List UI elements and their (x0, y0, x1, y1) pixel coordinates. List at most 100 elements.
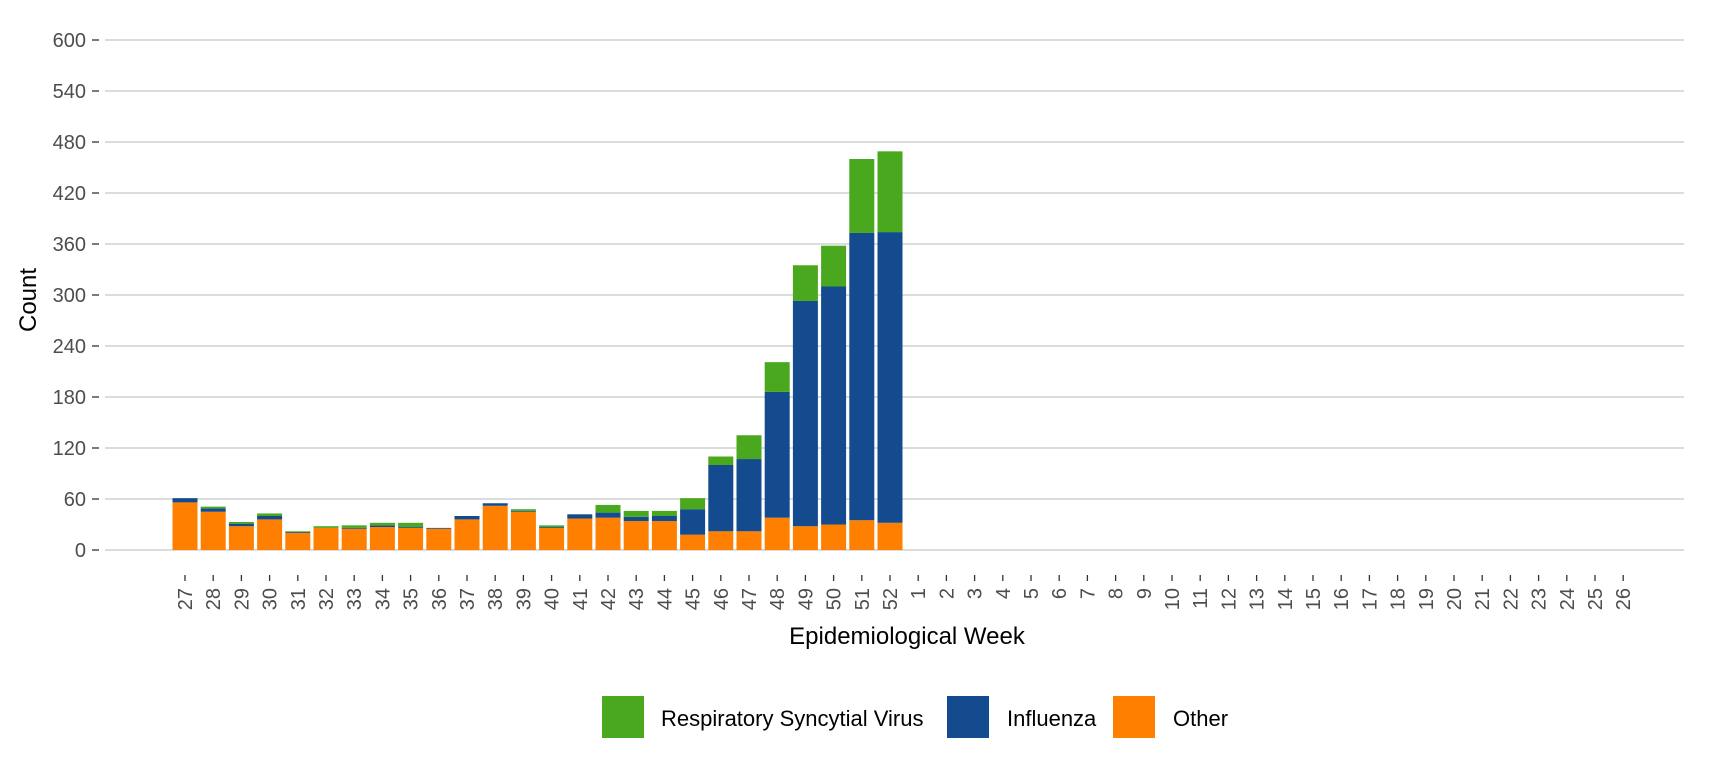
x-axis: 27 28 29 30 31 32 33 34 35 36 37 38 39 40 41 42 43 44 45 46… (175, 575, 1635, 610)
bar-respiratory-syncytial-virus-week-49 (792, 265, 818, 301)
bar-other-week-29 (228, 526, 254, 550)
x-tick-label: 22 (1500, 588, 1522, 610)
bar-respiratory-syncytial-virus-week-50 (821, 245, 847, 287)
y-tick-label: 540 (53, 81, 86, 103)
bar-other-week-35 (398, 527, 424, 550)
legend-label: Influenza (1007, 706, 1097, 731)
y-tick-label: 60 (64, 489, 86, 511)
x-tick-label: 38 (485, 588, 507, 610)
x-tick-label: 34 (372, 588, 394, 610)
bar-influenza-week-40 (539, 527, 565, 528)
bar-other-week-41 (567, 518, 593, 550)
x-tick-label: 33 (344, 588, 366, 610)
bar-other-week-39 (510, 511, 536, 550)
x-tick-label: 25 (1585, 588, 1607, 610)
bar-respiratory-syncytial-virus-week-47 (736, 435, 762, 460)
bar-influenza-week-52 (877, 232, 903, 523)
bar-influenza-week-38 (482, 503, 508, 506)
bar-respiratory-syncytial-virus-week-45 (680, 498, 706, 510)
bar-influenza-week-31 (285, 532, 311, 533)
x-tick-label: 12 (1218, 588, 1240, 610)
bar-other-week-49 (792, 526, 818, 550)
bar-other-week-31 (285, 533, 311, 550)
bar-other-week-30 (257, 519, 283, 550)
x-tick-label: 30 (260, 588, 282, 610)
y-axis-title: Count (15, 268, 42, 332)
y-tick-label: 300 (53, 285, 86, 307)
bar-other-week-50 (821, 524, 847, 550)
x-tick-label: 18 (1388, 588, 1410, 610)
x-tick-label: 46 (711, 588, 733, 610)
x-tick-label: 2 (936, 588, 958, 599)
x-tick-label: 52 (880, 588, 902, 610)
bar-influenza-week-36 (426, 527, 452, 529)
bar-other-week-40 (539, 527, 565, 550)
bar-other-week-37 (454, 519, 480, 550)
legend-swatch (602, 696, 644, 738)
bar-influenza-week-27 (172, 498, 198, 503)
bar-influenza-week-48 (764, 391, 790, 518)
legend-label: Respiratory Syncytial Virus (661, 706, 923, 731)
bar-influenza-week-28 (200, 508, 226, 512)
bar-other-week-46 (708, 531, 734, 550)
bar-respiratory-syncytial-virus-week-46 (708, 456, 734, 465)
y-tick-label: 240 (53, 336, 86, 358)
bar-other-week-48 (764, 517, 790, 550)
legend-swatch (947, 696, 989, 738)
bar-influenza-week-33 (341, 527, 367, 529)
x-tick-label: 11 (1190, 588, 1212, 609)
bar-other-week-52 (877, 522, 903, 550)
x-tick-label: 29 (231, 588, 253, 610)
bar-other-week-45 (680, 534, 706, 550)
y-tick-label: 360 (53, 234, 86, 256)
x-tick-label: 8 (1106, 588, 1128, 599)
x-tick-label: 24 (1557, 588, 1579, 610)
legend-swatch (1113, 696, 1155, 738)
y-tick-label: 420 (53, 183, 86, 205)
bar-influenza-week-46 (708, 465, 734, 532)
bar-other-week-34 (369, 527, 395, 550)
legend-label: Other (1173, 706, 1228, 731)
bar-respiratory-syncytial-virus-week-35 (398, 522, 424, 528)
x-tick-label: 3 (965, 588, 987, 599)
x-tick-label: 28 (203, 588, 225, 610)
bar-influenza-week-30 (257, 516, 283, 520)
bars (172, 151, 903, 550)
bar-other-week-42 (595, 517, 621, 550)
bar-influenza-week-41 (567, 514, 593, 519)
x-tick-label: 45 (683, 588, 705, 610)
x-tick-label: 43 (626, 588, 648, 610)
x-tick-label: 13 (1247, 588, 1269, 610)
x-tick-label: 26 (1613, 588, 1635, 610)
bar-respiratory-syncytial-virus-week-43 (623, 510, 649, 517)
bar-influenza-week-39 (510, 510, 536, 512)
x-tick-label: 17 (1359, 588, 1381, 610)
bar-influenza-week-29 (228, 523, 254, 527)
x-tick-label: 27 (175, 588, 197, 610)
x-tick-label: 6 (1049, 588, 1071, 599)
bar-respiratory-syncytial-virus-week-48 (764, 362, 790, 392)
bar-influenza-week-43 (623, 516, 649, 522)
bar-other-week-51 (849, 520, 875, 550)
x-tick-label: 48 (767, 588, 789, 610)
bar-respiratory-syncytial-virus-week-42 (595, 504, 621, 513)
bar-other-week-28 (200, 511, 226, 550)
x-tick-label: 16 (1331, 588, 1353, 610)
x-tick-label: 14 (1275, 588, 1297, 610)
bar-respiratory-syncytial-virus-week-31 (285, 531, 311, 533)
bar-influenza-week-35 (398, 527, 424, 528)
x-tick-label: 15 (1303, 588, 1325, 610)
bar-respiratory-syncytial-virus-week-52 (877, 151, 903, 233)
bar-respiratory-syncytial-virus-week-28 (200, 506, 226, 509)
bar-respiratory-syncytial-virus-week-32 (313, 526, 339, 528)
x-tick-label: 40 (542, 588, 564, 610)
x-tick-label: 20 (1444, 588, 1466, 610)
y-tick-label: 120 (53, 438, 86, 460)
y-tick-label: 480 (53, 132, 86, 154)
x-tick-label: 37 (457, 588, 479, 610)
bar-influenza-week-37 (454, 516, 480, 520)
bar-other-week-43 (623, 521, 649, 550)
bar-influenza-week-47 (736, 459, 762, 532)
bar-other-week-27 (172, 502, 198, 550)
